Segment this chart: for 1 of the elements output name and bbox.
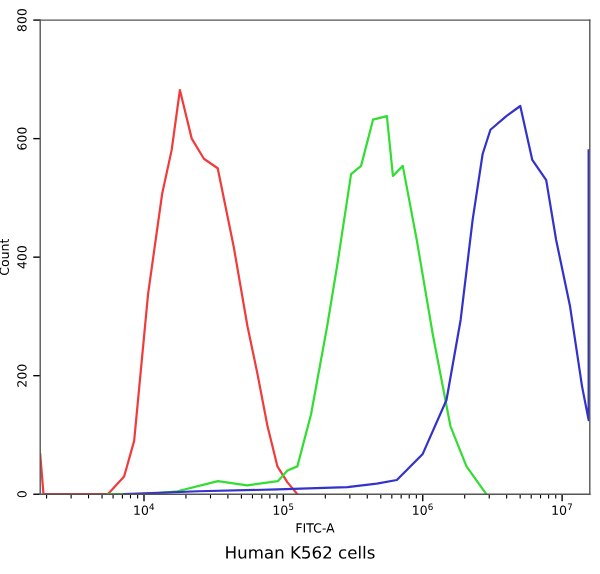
text: Human K562 cells xyxy=(226,545,375,559)
